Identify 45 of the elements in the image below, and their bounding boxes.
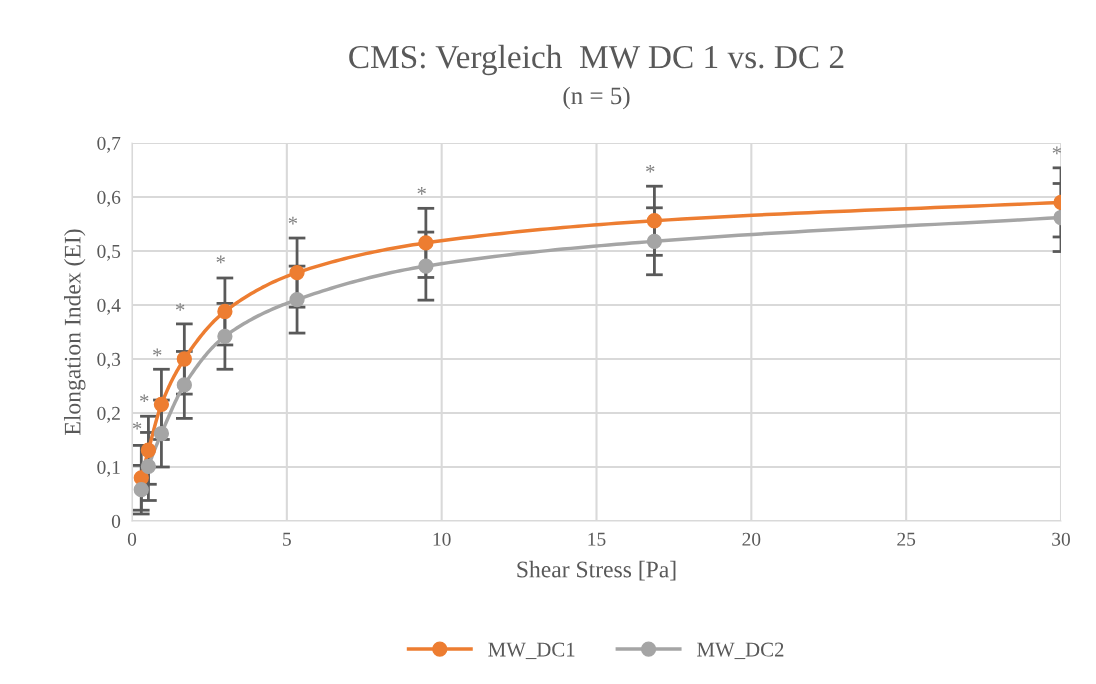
legend-label: MW_DC2 — [697, 642, 784, 660]
point — [217, 328, 233, 344]
x-tick-label: 30 — [1052, 532, 1070, 546]
point — [176, 351, 192, 367]
x-tick-label: 0 — [127, 532, 137, 546]
x-tick-label: 25 — [897, 532, 916, 546]
point — [646, 233, 663, 249]
x-tick-label: 15 — [588, 532, 606, 546]
y-tick-label: 0,1 — [97, 460, 120, 477]
x-axis-title: Shear Stress [Pa] — [517, 560, 676, 581]
annotation: * — [132, 421, 142, 430]
point — [153, 396, 170, 412]
annotation: * — [288, 216, 298, 225]
annotation: * — [1052, 146, 1062, 155]
chart-title: CMS: Vergleich MW DC 1 vs. DC 2 — [349, 44, 844, 76]
y-tick-label: 0,5 — [97, 244, 121, 261]
annotation: * — [153, 348, 162, 357]
annotation: * — [216, 255, 225, 264]
point — [153, 425, 170, 442]
annotation: * — [417, 187, 426, 195]
y-tick-label: 0,7 — [97, 136, 121, 153]
annotation: * — [140, 394, 149, 403]
point — [289, 291, 305, 308]
point — [418, 235, 434, 251]
point — [217, 303, 233, 320]
y-axis-title: Elongation Index (EI) — [63, 229, 86, 435]
point — [646, 213, 663, 229]
chart-subtitle: (n = 5) — [563, 86, 630, 110]
point — [133, 482, 149, 498]
point — [176, 377, 192, 393]
x-tick-label: 10 — [433, 532, 451, 546]
point — [140, 458, 157, 475]
y-tick-label: 0,3 — [97, 352, 121, 369]
point — [140, 442, 157, 458]
point — [418, 258, 434, 274]
annotation: * — [175, 303, 185, 311]
annotation: * — [646, 164, 655, 173]
x-tick-label: 5 — [283, 532, 291, 546]
y-tick-label: 0,2 — [97, 406, 120, 423]
y-tick-label: 0,4 — [97, 298, 121, 315]
legend-label: MW_DC1 — [488, 642, 575, 660]
point — [289, 264, 305, 281]
y-tick-label: 0,6 — [97, 190, 121, 207]
y-tick-label: 0 — [111, 514, 121, 528]
x-tick-label: 20 — [742, 532, 761, 546]
